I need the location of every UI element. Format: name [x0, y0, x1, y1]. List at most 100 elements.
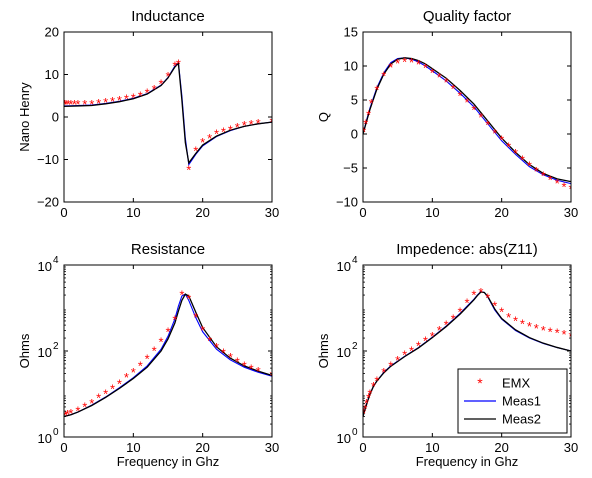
inductance-emx-marker: * [75, 97, 80, 112]
impedance-emx-marker: * [423, 334, 428, 349]
quality-factor-emx-marker: * [361, 124, 366, 139]
quality-factor-xtick-label: 0 [359, 205, 366, 220]
resistance-xtick-label: 0 [60, 440, 67, 455]
inductance-plot: ****** * * * * * * * * * * * * ****** * * * * * * * * *0 10 20 30… [17, 8, 279, 220]
quality-factor-emx-marker: * [548, 173, 553, 188]
quality-factor-title: Quality factor [423, 8, 511, 25]
impedance-emx-marker: * [568, 329, 573, 344]
impedance-emx-marker: * [527, 319, 532, 334]
resistance-emx-marker: * [207, 334, 212, 349]
legend-label-meas2: Meas2 [502, 412, 541, 427]
resistance-emx-marker: * [138, 358, 143, 373]
legend-label-emx: EMX [502, 376, 531, 391]
resistance-emx-marker: * [103, 387, 108, 402]
inductance-emx-marker: * [138, 88, 143, 103]
quality-factor-emx-marker: * [513, 146, 518, 161]
inductance-emx-marker: * [66, 97, 71, 112]
resistance-emx-marker: * [193, 310, 198, 325]
resistance-xtick-label: 20 [195, 440, 209, 455]
inductance-emx-marker: * [249, 117, 254, 132]
quality-factor-emx-marker: * [471, 103, 476, 118]
resistance-emx-marker: * [63, 408, 68, 423]
resistance-emx-marker: * [165, 324, 170, 339]
impedance-meas2-line [363, 291, 571, 417]
inductance-meas2-line [64, 62, 272, 165]
impedance-emx-marker: * [541, 323, 546, 338]
impedance-emx-marker: * [367, 387, 372, 402]
quality-factor-ytick-label: −5 [343, 161, 358, 176]
quality-factor-emx-marker: * [430, 65, 435, 80]
resistance-emx-marker: * [124, 370, 129, 385]
impedance-ylabel: Ohms [316, 333, 331, 368]
impedance-emx-marker: * [416, 339, 421, 354]
quality-factor-emx-marker: * [369, 96, 374, 111]
inductance-emx-marker: * [172, 59, 177, 74]
resistance-plot: *** * * * * * * * * * * ****** **** * * * * * * * *0 10 20 3010… [17, 241, 279, 469]
resistance-emx-marker: * [131, 365, 136, 380]
inductance-emx-marker: * [62, 97, 67, 112]
quality-factor-ytick-label: 15 [344, 25, 358, 40]
quality-factor-emx-marker: * [366, 107, 371, 122]
impedance-emx-marker: * [506, 310, 511, 325]
quality-factor-ytick-label: 0 [351, 127, 358, 142]
inductance-ytick-label: 10 [45, 67, 59, 82]
quality-factor-ytick-label: 5 [351, 93, 358, 108]
quality-factor-emx-marker: * [381, 69, 386, 84]
quality-factor-emx-marker: * [562, 180, 567, 195]
inductance-emx-marker: * [269, 115, 274, 130]
inductance-emx-marker: * [214, 127, 219, 142]
impedance-emx-marker: * [485, 291, 490, 306]
impedance-ytick-label-base: 10 [337, 431, 351, 446]
quality-factor-emx-marker: * [402, 54, 407, 69]
impedance-emx-marker: * [513, 313, 518, 328]
impedance-emx-marker: * [371, 379, 376, 394]
quality-factor-axes-background [363, 32, 571, 202]
inductance-ytick-label: −10 [37, 152, 59, 167]
impedance-emx-marker: * [395, 353, 400, 368]
quality-factor-xtick-label: 10 [425, 205, 439, 220]
inductance-emx-marker: * [228, 122, 233, 137]
inductance-emx-marker: * [200, 135, 205, 150]
resistance-xlabel: Frequency in Ghz [117, 454, 220, 469]
quality-factor-emx-marker: * [444, 75, 449, 90]
resistance-emx-marker: * [186, 292, 191, 307]
quality-factor-xtick-label: 20 [494, 205, 508, 220]
resistance-emx-marker: * [249, 362, 254, 377]
resistance-emx-marker: * [172, 313, 177, 328]
quality-factor-series-group: ******* * * * * * * * * * * * * * ** * * * * * * * * * * * [361, 54, 571, 197]
impedance-plot: ******** * * * * * * * * * * *** * ** * * * * * * * * * * *0 10 20… [316, 241, 578, 469]
inductance-emx-marker: * [207, 131, 212, 146]
resistance-emx-marker: * [117, 377, 122, 392]
resistance-title: Resistance [131, 241, 205, 258]
quality-factor-emx-marker: * [458, 88, 463, 103]
inductance-emx-marker: * [103, 95, 108, 110]
inductance-title: Inductance [131, 8, 204, 25]
impedance-emx-marker: * [458, 305, 463, 320]
impedance-xtick-label: 30 [564, 440, 578, 455]
inductance-emx-marker: * [89, 97, 94, 112]
impedance-emx-marker: * [499, 305, 504, 320]
inductance-emx-marker: * [159, 76, 164, 91]
impedance-ytick-label-exponent: 2 [352, 341, 358, 352]
impedance-emx-marker: * [409, 344, 414, 359]
resistance-ytick-label-base: 10 [38, 345, 52, 360]
impedance-title: Impedence: abs(Z11) [396, 241, 537, 258]
inductance-emx-marker: * [165, 69, 170, 84]
impedance-emx-marker: * [492, 299, 497, 314]
resistance-emx-marker: * [214, 340, 219, 355]
quality-factor-emx-marker: * [409, 55, 414, 70]
inductance-emx-marker: * [256, 116, 261, 131]
inductance-emx-marker: * [235, 120, 240, 135]
impedance-emx-marker: * [437, 323, 442, 338]
quality-factor-emx-marker: * [541, 169, 546, 184]
quality-factor-emx-marker: * [492, 126, 497, 141]
inductance-emx-marker: * [110, 94, 115, 109]
impedance-xtick-label: 20 [494, 440, 508, 455]
quality-factor-emx-marker: * [416, 57, 421, 72]
quality-factor-emx-marker: * [499, 133, 504, 148]
quality-factor-plot: ******* * * * * * * * * * * * * * ** * * * * * * * * * * *0 10 20 30… [316, 8, 578, 220]
quality-factor-ytick-label: 10 [344, 59, 358, 74]
inductance-emx-marker: * [176, 56, 181, 71]
quality-factor-emx-marker: * [423, 61, 428, 76]
impedance-emx-marker: * [402, 348, 407, 363]
